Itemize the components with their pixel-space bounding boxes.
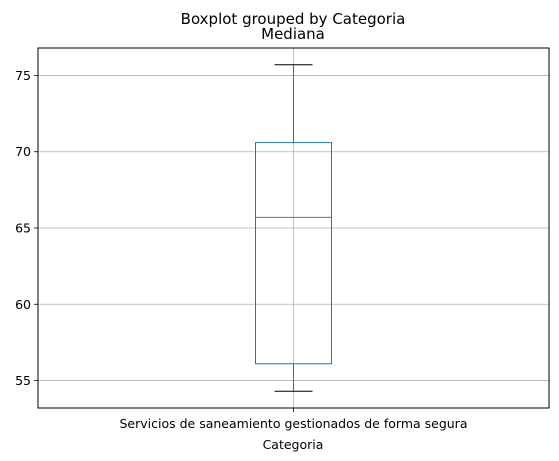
x-tick-label: Servicios de saneamiento gestionados de … <box>120 416 468 431</box>
tick-group: 55 60 65 70 75 Servicios de saneamiento gesti… <box>15 68 467 431</box>
y-tick-label: 55 <box>15 373 31 388</box>
box-group <box>255 64 332 392</box>
y-tick-label: 75 <box>15 68 31 83</box>
iqr-box <box>255 142 332 365</box>
y-tick-label: 70 <box>15 144 31 159</box>
chart-title: Mediana <box>261 25 325 43</box>
y-tick-label: 65 <box>15 221 31 236</box>
chart-suptitle: Boxplot grouped by Categoria <box>181 10 406 28</box>
y-tick-label: 60 <box>15 297 31 312</box>
x-axis-label: Categoria <box>263 437 324 452</box>
